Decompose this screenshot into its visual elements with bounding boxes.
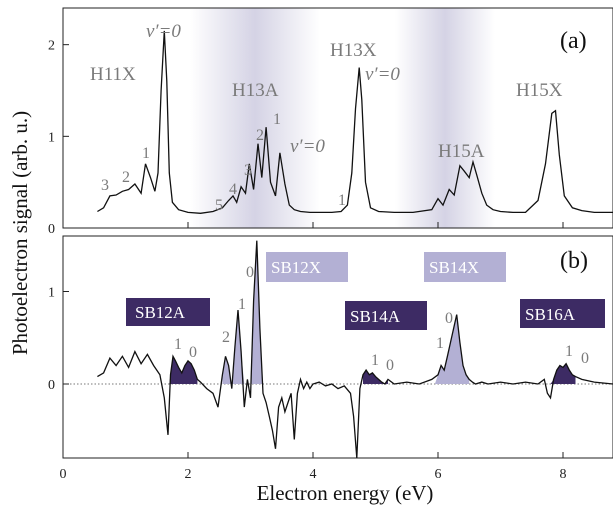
label-a-2: 2 bbox=[122, 169, 130, 186]
panel-b-y-ticks: 01 bbox=[48, 286, 69, 393]
fill-sb14x bbox=[434, 314, 470, 384]
label-sb16a-0: 0 bbox=[581, 350, 589, 367]
label-box-sb14x bbox=[424, 252, 506, 282]
x-tick-label: 4 bbox=[310, 467, 317, 482]
x-tick-label: 6 bbox=[435, 467, 442, 482]
label-h15x: H15X bbox=[516, 80, 563, 101]
label-sb12x-1: 1 bbox=[238, 296, 246, 313]
label-box-sb12x bbox=[266, 252, 348, 282]
label-sb14a: SB14A bbox=[350, 307, 401, 326]
label-box-sb12a bbox=[126, 298, 210, 326]
x-tick-label: 8 bbox=[560, 467, 567, 482]
label-sb14x: SB14X bbox=[429, 258, 479, 277]
panel-b-letter: (b) bbox=[560, 248, 588, 274]
label-a-3: 3 bbox=[101, 177, 109, 194]
y-tick-label: 1 bbox=[48, 286, 55, 301]
fill-sb12x-b bbox=[250, 240, 263, 384]
label-a-1c: 1 bbox=[338, 192, 346, 209]
panel-a-frame bbox=[62, 7, 613, 229]
label-a-4b: 4 bbox=[229, 181, 237, 198]
y-tick-label: 2 bbox=[48, 39, 55, 54]
y-axis-title: Photoelectron signal (arb. u.) bbox=[8, 111, 32, 355]
label-a-1: 1 bbox=[142, 145, 150, 162]
label-a-5b: 5 bbox=[215, 197, 223, 214]
x-tick-label: 0 bbox=[60, 467, 67, 482]
fill-sb16a bbox=[550, 363, 576, 384]
label-h15a: H15A bbox=[438, 141, 485, 162]
label-sb12x: SB12X bbox=[271, 258, 321, 277]
label-v0-h11x: v′=0 bbox=[146, 21, 181, 42]
label-sb14x-0: 0 bbox=[445, 310, 453, 327]
panel-b-x-ticks: 0 2 4 6 8 bbox=[60, 452, 567, 482]
label-v0-h13a: v′=0 bbox=[290, 136, 325, 157]
y-tick-label: 1 bbox=[48, 130, 55, 145]
label-sb14x-1: 1 bbox=[436, 335, 444, 352]
panel-a-letter: (a) bbox=[560, 28, 587, 54]
label-sb16a: SB16A bbox=[525, 305, 576, 324]
label-v0-h13x: v′=0 bbox=[365, 64, 400, 85]
label-a-3b: 3 bbox=[244, 162, 252, 179]
panel-b-curve bbox=[97, 240, 613, 459]
x-axis-title: Electron energy (eV) bbox=[257, 481, 434, 505]
y-tick-label: 0 bbox=[48, 222, 55, 237]
panel-a-curve bbox=[97, 30, 613, 214]
label-a-1b: 1 bbox=[273, 111, 281, 128]
label-a-2b: 2 bbox=[256, 127, 264, 144]
panel-a-x-ticks bbox=[62, 222, 564, 228]
label-sb12a-1: 1 bbox=[174, 336, 182, 353]
label-sb12a-0: 0 bbox=[189, 344, 197, 361]
x-tick-label: 2 bbox=[185, 467, 192, 482]
panel-b-frame bbox=[62, 235, 613, 459]
label-box-sb14a bbox=[345, 301, 427, 330]
label-sb14a-1: 1 bbox=[371, 352, 379, 369]
label-h11x: H11X bbox=[90, 64, 136, 85]
label-h13a: H13A bbox=[232, 80, 279, 101]
shade-band-1 bbox=[190, 8, 320, 228]
shade-band-2 bbox=[395, 8, 495, 228]
label-box-sb16a bbox=[520, 299, 605, 328]
panel-a-y-ticks: 0 1 2 bbox=[48, 39, 69, 237]
label-sb14a-0: 0 bbox=[386, 357, 394, 374]
label-sb12x-2: 2 bbox=[222, 329, 230, 346]
label-h13x: H13X bbox=[330, 40, 377, 61]
label-sb16a-1: 1 bbox=[565, 343, 573, 360]
y-tick-label: 0 bbox=[48, 378, 55, 393]
panel-a: 012 (a) H11X v′=0 3 2 1 H13A 5 4 3 2 1 v… bbox=[48, 7, 613, 237]
label-sb12a: SB12A bbox=[135, 303, 186, 322]
label-sb12x-0: 0 bbox=[246, 264, 254, 281]
